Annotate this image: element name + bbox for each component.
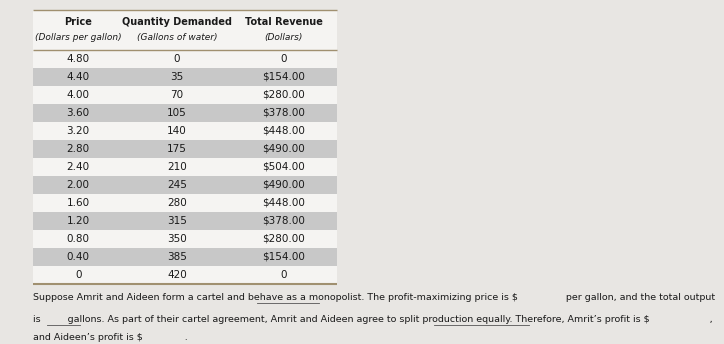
Bar — [33, 176, 337, 194]
Text: $154.00: $154.00 — [262, 252, 305, 262]
Text: 385: 385 — [167, 252, 187, 262]
Text: 175: 175 — [167, 144, 187, 154]
Text: 2.80: 2.80 — [67, 144, 90, 154]
Text: 1.60: 1.60 — [67, 198, 90, 208]
Text: 3.60: 3.60 — [67, 108, 90, 118]
Bar — [33, 212, 337, 230]
Text: 0: 0 — [280, 54, 287, 64]
Text: 4.40: 4.40 — [67, 72, 90, 82]
Text: (Gallons of water): (Gallons of water) — [137, 33, 217, 42]
Text: $280.00: $280.00 — [262, 234, 305, 244]
Text: $490.00: $490.00 — [262, 144, 305, 154]
Text: $504.00: $504.00 — [262, 162, 305, 172]
Text: (Dollars per gallon): (Dollars per gallon) — [35, 33, 122, 42]
Text: 70: 70 — [170, 90, 184, 100]
Text: Quantity Demanded: Quantity Demanded — [122, 17, 232, 27]
Text: 245: 245 — [167, 180, 187, 190]
Text: Total Revenue: Total Revenue — [245, 17, 322, 27]
Text: 350: 350 — [167, 234, 187, 244]
Bar — [33, 248, 337, 266]
Text: and Aideen’s profit is $              .: and Aideen’s profit is $ . — [33, 333, 188, 342]
Text: 1.20: 1.20 — [67, 216, 90, 226]
Text: $448.00: $448.00 — [262, 198, 305, 208]
Text: $448.00: $448.00 — [262, 126, 305, 136]
Text: 0.40: 0.40 — [67, 252, 90, 262]
Text: $280.00: $280.00 — [262, 90, 305, 100]
Text: is         gallons. As part of their cartel agreement, Amrit and Aideen agree to: is gallons. As part of their cartel agre… — [33, 315, 712, 324]
Text: 280: 280 — [167, 198, 187, 208]
Text: 0.80: 0.80 — [67, 234, 90, 244]
Text: 0: 0 — [174, 54, 180, 64]
Text: 315: 315 — [167, 216, 187, 226]
Text: 420: 420 — [167, 270, 187, 280]
Text: 210: 210 — [167, 162, 187, 172]
Bar — [33, 10, 337, 284]
Text: 140: 140 — [167, 126, 187, 136]
Text: (Dollars): (Dollars) — [264, 33, 303, 42]
Text: 4.80: 4.80 — [67, 54, 90, 64]
Text: 2.00: 2.00 — [67, 180, 90, 190]
Text: $154.00: $154.00 — [262, 72, 305, 82]
Text: 2.40: 2.40 — [67, 162, 90, 172]
Text: Suppose Amrit and Aideen form a cartel and behave as a monopolist. The profit-ma: Suppose Amrit and Aideen form a cartel a… — [33, 293, 715, 302]
Text: 3.20: 3.20 — [67, 126, 90, 136]
Text: $378.00: $378.00 — [262, 108, 305, 118]
Text: Price: Price — [64, 17, 92, 27]
Text: $378.00: $378.00 — [262, 216, 305, 226]
Bar — [33, 68, 337, 86]
Text: 105: 105 — [167, 108, 187, 118]
Text: 0: 0 — [75, 270, 81, 280]
Bar — [33, 104, 337, 122]
Bar — [33, 140, 337, 158]
Text: $490.00: $490.00 — [262, 180, 305, 190]
Text: 0: 0 — [280, 270, 287, 280]
Text: 4.00: 4.00 — [67, 90, 90, 100]
Text: 35: 35 — [170, 72, 184, 82]
